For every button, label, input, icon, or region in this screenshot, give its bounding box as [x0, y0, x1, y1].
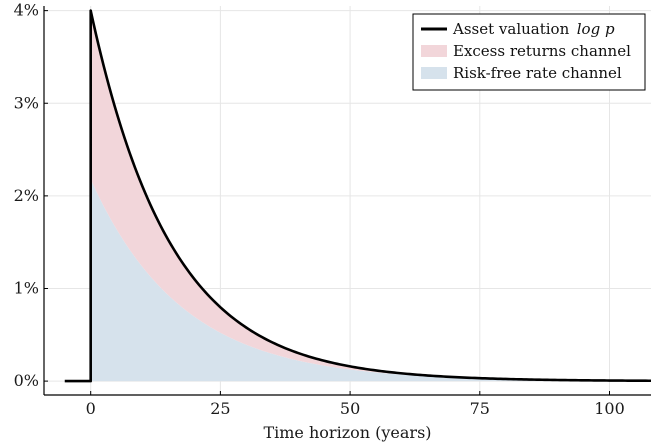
x-tick-label: 100: [594, 399, 625, 418]
valuation-line-layer: [64, 9, 652, 383]
x-tick-label: 25: [210, 399, 230, 418]
legend-swatch-fill: [421, 45, 447, 57]
x-tick-label: 0: [86, 399, 96, 418]
x-tick-label: 50: [340, 399, 360, 418]
channel-areas: [90, 10, 651, 382]
legend: Asset valuation log p Excess returns chan…: [412, 13, 646, 91]
tick-labels: 0 25 50 75 100 0% 1% 2% 3% 4%: [14, 1, 625, 418]
legend-swatch-fill: [421, 67, 447, 79]
legend-label: Asset valuation log p: [452, 20, 615, 38]
x-axis-title: Time horizon (years): [263, 423, 431, 442]
risk-free-rate-area: [90, 179, 651, 382]
asset-valuation-line: [64, 9, 652, 383]
y-tick-label: 0%: [14, 371, 39, 390]
y-tick-label: 1%: [14, 278, 39, 297]
x-tick-label: 75: [470, 399, 490, 418]
y-tick-label: 2%: [14, 186, 39, 205]
legend-label: Excess returns channel: [453, 42, 631, 60]
y-tick-label: 3%: [14, 93, 39, 112]
y-tick-label: 4%: [14, 1, 39, 20]
legend-box: [412, 13, 646, 91]
legend-label: Risk-free rate channel: [453, 64, 622, 82]
axes: [43, 6, 651, 396]
